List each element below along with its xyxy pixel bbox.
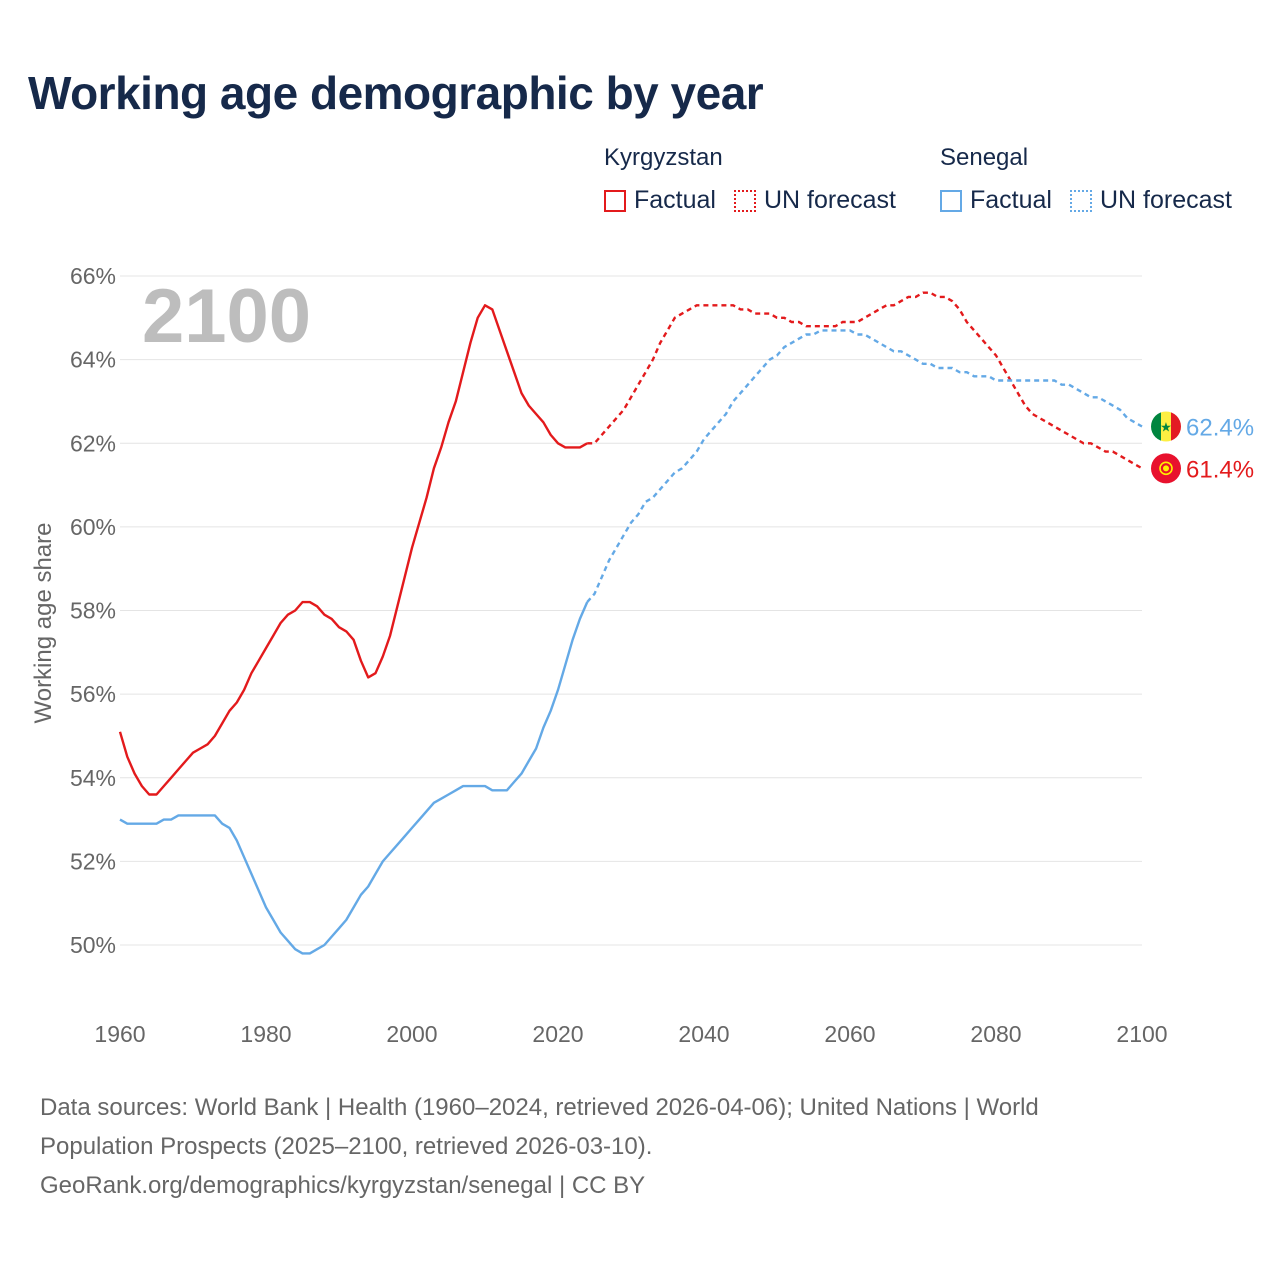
x-tick-label: 1980 <box>240 1021 291 1047</box>
legend-swatch-solid-icon <box>940 189 962 212</box>
page-title: Working age demographic by year <box>28 67 764 119</box>
source-line: Data sources: World Bank | Health (1960–… <box>40 1094 1039 1121</box>
x-tick-label: 2080 <box>970 1021 1021 1047</box>
legend-swatch-dotted-icon <box>733 189 756 212</box>
source-line: Population Prospects (2025–2100, retriev… <box>40 1133 653 1160</box>
legend-swatch-solid-icon <box>604 189 626 212</box>
y-tick-label: 56% <box>70 681 116 707</box>
legend-senegal: Senegal Factual UN forecast <box>940 144 1250 215</box>
legend-group-name: Kyrgyzstan <box>604 144 723 171</box>
legend-group-name: Senegal <box>940 144 1029 171</box>
senegal-flag-stripe <box>1161 411 1171 442</box>
end-value-label-senegal: 62.4% <box>1186 415 1254 442</box>
series-line-factual-senegal[interactable] <box>119 601 589 955</box>
series-line-forecast-kyrgyzstan[interactable] <box>587 291 1143 470</box>
x-tick-label: 1960 <box>94 1021 145 1047</box>
x-tick-label: 2000 <box>386 1021 437 1047</box>
y-tick-label: 66% <box>70 263 116 289</box>
x-tick-label: 2040 <box>678 1021 729 1047</box>
legend-forecast-senegal[interactable]: UN forecast <box>1069 186 1232 215</box>
legend-factual-senegal[interactable]: Factual <box>940 186 1052 215</box>
source-note: Data sources: World Bank | Health (1960–… <box>40 1088 1220 1205</box>
senegal-flag-stripe <box>1171 411 1181 442</box>
y-tick-label: 52% <box>70 848 116 874</box>
x-tick-label: 2100 <box>1116 1021 1167 1047</box>
legend-label: Factual <box>634 186 716 214</box>
series-line-factual-kyrgyzstan[interactable] <box>118 304 588 796</box>
kyrgyzstan-flag-sun <box>1159 461 1173 476</box>
legend-factual-kyrgyzstan[interactable]: Factual <box>604 186 716 215</box>
legend-label: Factual <box>970 186 1052 214</box>
senegal-flag-star-icon: ★ <box>1160 421 1172 436</box>
senegal-flag-icon <box>1151 411 1161 442</box>
x-tick-label: 2020 <box>532 1021 583 1047</box>
legend-kyrgyzstan: Kyrgyzstan Factual UN forecast <box>604 144 914 215</box>
y-tick-label: 62% <box>70 430 116 456</box>
legend-label: UN forecast <box>1099 186 1232 214</box>
y-tick-label: 60% <box>70 514 116 540</box>
source-link[interactable]: GeoRank.org/demographics/kyrgyzstan/sene… <box>40 1172 646 1199</box>
line-chart: 50% 52% 54% 56% 58% 60% 62% 64% 66% 1960 1980 2000 2… <box>30 263 1254 1047</box>
legend-swatch-dotted-icon <box>1069 189 1092 212</box>
series-line-forecast-senegal[interactable] <box>586 329 1143 603</box>
end-value-label-kyrgyzstan: 61.4% <box>1186 456 1254 483</box>
legend-label: UN forecast <box>763 186 896 214</box>
kyrgyzstan-flag-sun-core <box>1163 465 1169 472</box>
x-tick-label: 2060 <box>824 1021 875 1047</box>
y-tick-label: 58% <box>70 598 116 624</box>
legend-forecast-kyrgyzstan[interactable]: UN forecast <box>733 186 896 215</box>
year-watermark: 2100 <box>142 274 311 359</box>
y-tick-label: 64% <box>70 347 116 373</box>
y-tick-label: 54% <box>70 765 116 791</box>
y-axis-label: Working age share <box>30 523 57 724</box>
y-tick-label: 50% <box>70 932 116 958</box>
